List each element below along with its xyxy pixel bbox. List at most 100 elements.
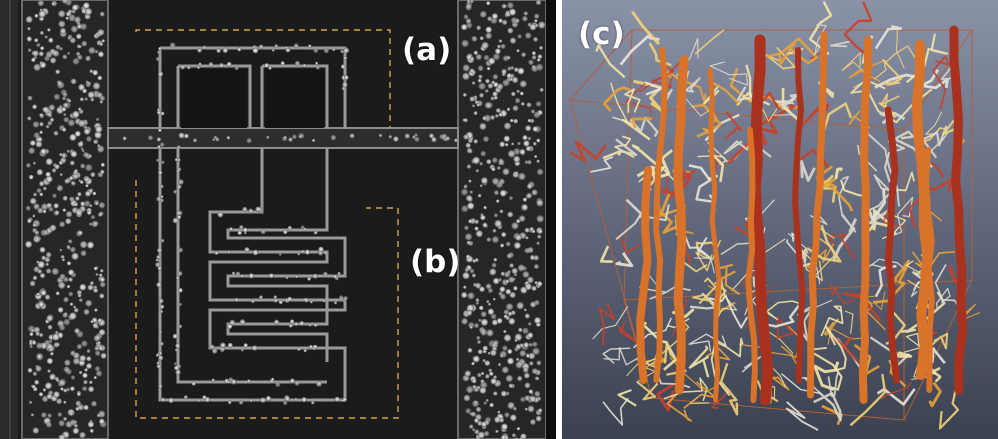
cell	[343, 75, 349, 80]
cell	[58, 378, 67, 386]
cell	[157, 145, 161, 149]
cell	[242, 227, 248, 233]
cell	[82, 2, 90, 9]
cell	[180, 64, 186, 70]
cell	[75, 400, 82, 407]
cell	[80, 23, 88, 30]
cell	[495, 108, 501, 113]
cell	[63, 318, 71, 326]
cell	[536, 360, 542, 366]
cell	[209, 344, 215, 350]
cell	[75, 196, 80, 201]
cell	[87, 284, 94, 291]
cell	[63, 101, 71, 109]
cell	[429, 133, 434, 139]
cell	[499, 286, 506, 293]
cell	[56, 398, 63, 405]
cell	[74, 16, 81, 24]
cell	[61, 258, 66, 262]
cell	[69, 133, 77, 141]
cell	[479, 36, 484, 41]
cell	[520, 102, 525, 106]
cell	[466, 240, 471, 245]
cell	[169, 42, 176, 49]
capillary	[711, 388, 732, 409]
cell	[467, 292, 475, 300]
capillary	[938, 384, 960, 430]
cell	[471, 273, 476, 278]
cell	[158, 330, 162, 334]
cell	[83, 308, 90, 315]
cell	[67, 36, 71, 40]
cell	[528, 352, 536, 360]
cell	[529, 419, 536, 425]
cell	[60, 387, 64, 391]
cell	[521, 52, 527, 58]
cell	[488, 57, 496, 65]
cell	[318, 246, 324, 252]
cell	[41, 412, 47, 418]
cell	[522, 271, 530, 278]
cell	[393, 136, 399, 142]
cell	[157, 110, 162, 115]
cell	[58, 185, 62, 190]
cell	[38, 301, 45, 308]
cell	[517, 264, 525, 272]
cell	[517, 375, 523, 382]
cell	[258, 44, 264, 49]
cell	[513, 285, 518, 291]
cell	[501, 68, 507, 75]
cell	[240, 348, 244, 352]
cell	[494, 416, 501, 424]
cell	[494, 48, 501, 55]
cell	[522, 327, 529, 335]
cell	[93, 334, 101, 342]
cell	[465, 4, 472, 11]
cell	[490, 96, 495, 101]
cell	[85, 136, 92, 142]
cell	[97, 28, 105, 36]
capillary	[709, 61, 749, 86]
cell	[308, 323, 313, 327]
cell	[288, 323, 293, 328]
cell	[156, 361, 160, 365]
cell	[502, 168, 510, 176]
cell	[27, 218, 32, 224]
cell	[59, 105, 63, 109]
cell	[473, 139, 479, 144]
cell	[67, 51, 71, 55]
cell	[515, 234, 522, 241]
cell	[65, 210, 73, 218]
cell	[69, 196, 75, 202]
cell	[496, 83, 504, 90]
capillary	[930, 161, 945, 179]
cell	[507, 2, 514, 9]
cell	[466, 164, 472, 169]
cell	[445, 136, 451, 141]
cell	[513, 241, 521, 250]
cell	[99, 42, 104, 47]
cell	[45, 421, 53, 428]
capillary	[688, 164, 711, 181]
cell	[160, 184, 164, 189]
capillary	[771, 366, 786, 388]
cell	[477, 193, 482, 198]
capillary	[787, 232, 809, 255]
cell	[497, 362, 502, 367]
cell	[518, 172, 526, 181]
cell	[480, 177, 488, 184]
cell	[187, 65, 191, 70]
cell	[303, 227, 307, 231]
cell	[85, 299, 93, 307]
cell	[31, 340, 37, 346]
cell	[508, 317, 516, 325]
cell	[78, 107, 82, 111]
vessel	[884, 106, 901, 384]
cell	[315, 61, 318, 65]
cell	[29, 197, 37, 205]
cell	[54, 164, 60, 170]
cell	[537, 281, 543, 287]
cell	[522, 197, 528, 202]
cell	[486, 237, 492, 243]
cell	[70, 375, 76, 380]
